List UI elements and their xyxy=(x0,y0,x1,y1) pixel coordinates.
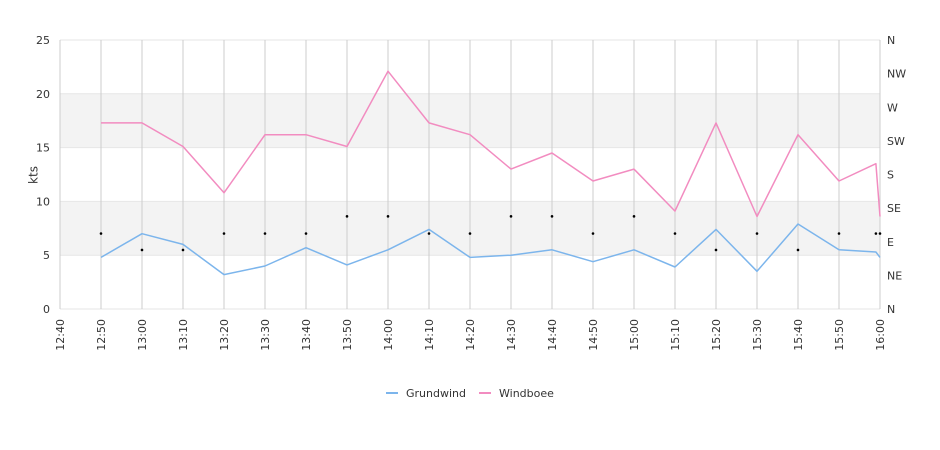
direction-marker xyxy=(468,232,472,235)
direction-marker xyxy=(99,232,103,235)
x-tick-label: 15:00 xyxy=(628,319,641,351)
y2-tick-label: SE xyxy=(887,202,901,215)
x-tick-label: 15:20 xyxy=(710,319,723,351)
legend-item-grundwind[interactable]: Grundwind xyxy=(386,387,466,400)
y2-axis-ticks: N NE E SE S SW W NW N xyxy=(887,34,906,316)
series-lines xyxy=(100,70,881,276)
x-tick-label: 14:10 xyxy=(423,319,436,351)
direction-marker xyxy=(591,232,595,235)
direction-marker xyxy=(345,215,349,218)
x-axis-ticks: 12:40 12:50 13:00 13:10 13:20 13:30 13:40 13:50… xyxy=(54,319,887,351)
x-tick-label: 14:50 xyxy=(587,319,600,351)
y-axis-ticks: 0 5 10 15 20 25 xyxy=(36,34,50,316)
direction-marker xyxy=(874,232,878,235)
legend-label-grundwind: Grundwind xyxy=(406,387,466,400)
x-tick-label: 13:30 xyxy=(259,319,272,351)
direction-marker xyxy=(714,248,718,252)
y2-tick-label: NE xyxy=(887,269,902,282)
x-tick-label: 14:00 xyxy=(382,319,395,351)
x-tick-label: 15:50 xyxy=(833,319,846,351)
direction-marker xyxy=(263,232,267,235)
legend: Grundwind Windboee xyxy=(386,387,554,400)
grid-lines xyxy=(59,39,881,310)
legend-item-windboee[interactable]: Windboee xyxy=(479,387,554,400)
direction-marker xyxy=(427,232,431,235)
series-line-windboee xyxy=(101,70,881,218)
y2-tick-label: S xyxy=(887,169,894,182)
y2-tick-label: W xyxy=(887,101,898,114)
direction-marker xyxy=(673,232,677,235)
direction-marker xyxy=(632,215,636,218)
x-tick-label: 15:10 xyxy=(669,319,682,351)
direction-marker xyxy=(509,215,513,218)
x-tick-label: 14:30 xyxy=(505,319,518,351)
y2-tick-label: E xyxy=(887,236,894,249)
x-tick-label: 15:40 xyxy=(792,319,805,351)
y-axis-title: kts xyxy=(27,166,41,184)
x-tick-label: 13:10 xyxy=(177,319,190,351)
x-tick-label: 14:20 xyxy=(464,319,477,351)
direction-marker xyxy=(550,215,554,218)
y-tick-label: 10 xyxy=(36,195,50,208)
y2-tick-label: N xyxy=(887,303,895,316)
y-tick-label: 25 xyxy=(36,34,50,47)
direction-marker xyxy=(837,232,841,235)
direction-marker xyxy=(755,232,759,235)
x-tick-label: 13:50 xyxy=(341,319,354,351)
x-tick-label: 12:50 xyxy=(95,319,108,351)
direction-marker xyxy=(796,248,800,252)
legend-label-windboee: Windboee xyxy=(499,387,554,400)
y2-tick-label: SW xyxy=(887,135,905,148)
y-tick-label: 15 xyxy=(36,142,50,155)
y2-tick-label: NW xyxy=(887,68,906,81)
y2-tick-label: N xyxy=(887,34,895,47)
direction-marker xyxy=(386,215,390,218)
direction-markers xyxy=(99,215,882,252)
x-tick-label: 12:40 xyxy=(54,319,67,351)
x-tick-label: 13:40 xyxy=(300,319,313,351)
series-line-grundwind xyxy=(100,223,881,276)
x-tick-label: 13:20 xyxy=(218,319,231,351)
direction-marker xyxy=(878,232,882,235)
direction-marker xyxy=(181,248,185,252)
x-tick-label: 13:00 xyxy=(136,319,149,351)
direction-marker xyxy=(140,248,144,252)
x-tick-label: 15:30 xyxy=(751,319,764,351)
y-tick-label: 0 xyxy=(43,303,50,316)
x-tick-label: 16:00 xyxy=(874,319,887,351)
x-tick-label: 14:40 xyxy=(546,319,559,351)
direction-marker xyxy=(222,232,226,235)
y-tick-label: 20 xyxy=(36,88,50,101)
y-tick-label: 5 xyxy=(43,249,50,262)
direction-marker xyxy=(304,232,308,235)
